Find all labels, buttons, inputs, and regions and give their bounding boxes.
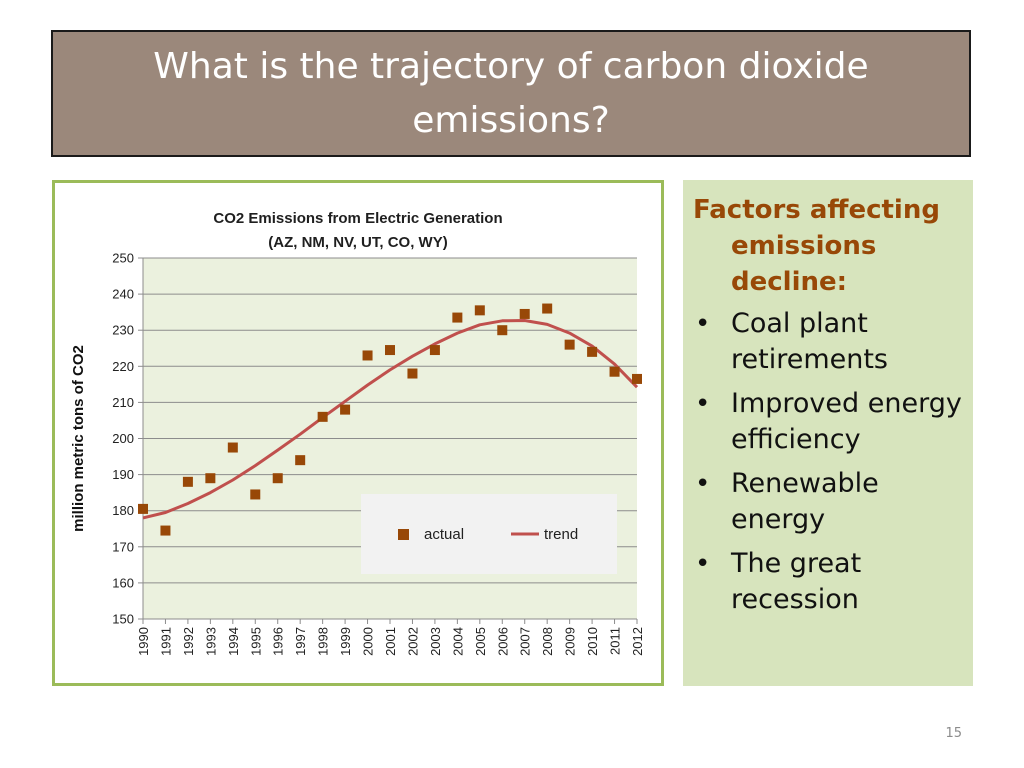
trend-line — [142, 319, 639, 520]
data-point-actual — [452, 312, 463, 323]
x-tick-label: 2010 — [585, 627, 600, 656]
x-tick-label: 2002 — [405, 627, 420, 656]
data-point-actual — [340, 404, 351, 415]
x-tick-label: 2011 — [608, 627, 623, 655]
bullet-icon: • — [695, 549, 711, 579]
y-tick-label: 160 — [112, 575, 134, 590]
list-item-text: Improved energy efficiency — [731, 388, 962, 455]
x-tick-label: 2012 — [630, 627, 645, 656]
data-point-actual — [429, 345, 440, 356]
x-tick-label: 1993 — [203, 627, 218, 656]
data-point-actual — [250, 489, 261, 500]
y-tick-label: 230 — [112, 323, 134, 338]
x-tick-label: 1991 — [158, 627, 173, 656]
x-tick-label: 1998 — [316, 627, 331, 656]
y-tick-label: 250 — [112, 251, 134, 266]
legend-label-trend: trend — [544, 526, 578, 543]
data-point-actual — [385, 345, 395, 356]
page-number: 15 — [945, 726, 962, 741]
data-point-actual — [160, 525, 171, 536]
y-axis-label: million metric tons of CO2 — [70, 345, 87, 532]
y-tick-label: 200 — [112, 431, 134, 446]
co2-emissions-chart: 150 160 170 180 190 200 210 220 230 240 250 1990 199… — [70, 210, 645, 656]
list-item: • Renewable energy — [693, 466, 968, 538]
x-tick-label: 1990 — [136, 627, 151, 656]
x-tick-label: 1999 — [338, 627, 353, 656]
x-tick-label: 1997 — [293, 627, 308, 656]
data-point-actual — [407, 368, 418, 379]
y-tick-label: 150 — [112, 612, 134, 627]
list-item-text: The great recession — [731, 548, 862, 615]
bullet-icon: • — [695, 309, 711, 339]
x-tick-label: 1992 — [181, 627, 196, 656]
data-point-actual — [205, 473, 216, 484]
x-tick-label: 2009 — [563, 627, 578, 656]
data-point-actual — [497, 325, 508, 336]
factors-panel: Factors affecting emissions decline: • Co… — [683, 180, 973, 686]
legend-marker-actual — [398, 529, 409, 540]
chart-subtitle: (AZ, NM, NV, UT, CO, WY) — [268, 234, 447, 251]
slide-title-box: What is the trajectory of carbon dioxide… — [51, 30, 971, 157]
list-item: • The great recession — [693, 546, 968, 618]
data-point-actual — [272, 473, 283, 484]
chart-title: CO2 Emissions from Electric Generation — [213, 210, 502, 227]
data-point-actual — [519, 308, 530, 319]
data-point-actual — [587, 346, 598, 357]
factors-list: • Coal plant retirements • Improved energy… — [693, 306, 968, 626]
y-tick-label: 240 — [112, 287, 134, 302]
legend-label-actual: actual — [424, 526, 464, 543]
factors-heading: Factors affecting emissions decline: — [693, 195, 940, 297]
x-tick-label: 2005 — [473, 627, 488, 656]
data-point-actual — [474, 305, 485, 316]
data-point-actual — [542, 303, 553, 314]
x-tick-label: 1996 — [271, 627, 286, 656]
y-tick-label: 170 — [112, 539, 134, 554]
x-tick-label: 2007 — [518, 627, 533, 656]
bullet-icon: • — [695, 469, 711, 499]
x-tick-label: 2008 — [540, 627, 555, 656]
data-point-actual — [295, 455, 306, 466]
data-point-actual — [182, 476, 193, 487]
list-item-text: Renewable energy — [731, 468, 879, 535]
data-point-actual — [362, 350, 373, 361]
x-tick-label: 1995 — [248, 627, 263, 656]
chart-container: 150 160 170 180 190 200 210 220 230 240 250 1990 199… — [52, 180, 664, 686]
x-tick-label: 2003 — [428, 627, 443, 656]
bullet-icon: • — [695, 389, 711, 419]
y-tick-label: 210 — [112, 395, 134, 410]
data-point-actual — [227, 442, 238, 453]
data-point-actual — [564, 339, 575, 350]
slide-title: What is the trajectory of carbon dioxide… — [153, 45, 869, 141]
x-tick-label: 2000 — [361, 627, 376, 656]
y-tick-label: 190 — [112, 467, 134, 482]
y-tick-label: 180 — [112, 503, 134, 518]
data-point-actual — [317, 411, 328, 422]
data-point-actual — [138, 503, 148, 514]
y-tick-label: 220 — [112, 359, 134, 374]
x-tick-label: 2004 — [450, 627, 465, 656]
list-item-text: Coal plant retirements — [731, 308, 889, 375]
data-point-actual — [609, 366, 620, 377]
list-item: • Coal plant retirements — [693, 306, 968, 378]
list-item: • Improved energy efficiency — [693, 386, 968, 458]
x-tick-label: 2006 — [495, 627, 510, 656]
x-tick-label: 1994 — [226, 627, 241, 656]
x-tick-label: 2001 — [383, 627, 398, 656]
data-point-actual — [632, 373, 642, 384]
